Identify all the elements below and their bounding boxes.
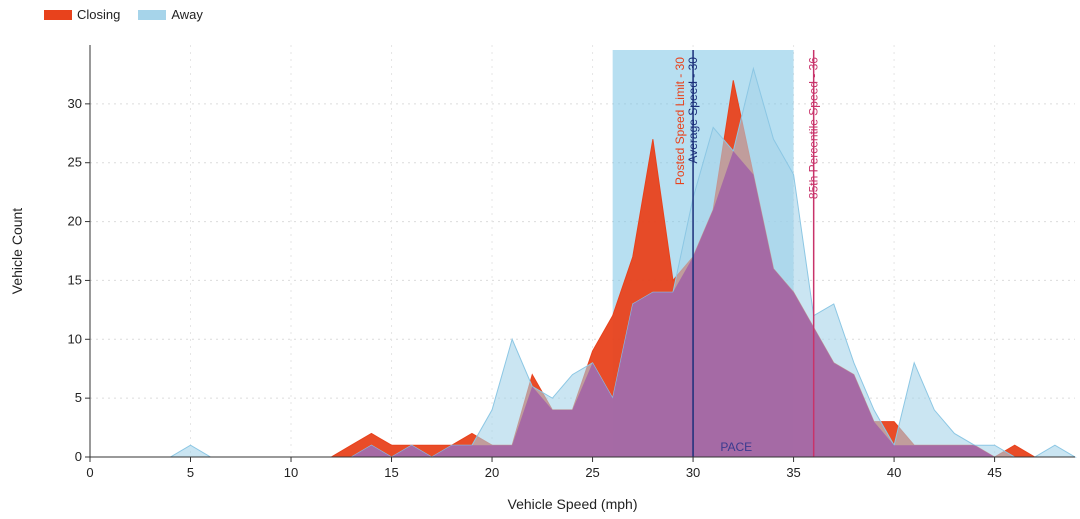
x-tick-label-30: 30: [686, 465, 700, 480]
x-tick-label-0: 0: [86, 465, 93, 480]
x-tick-label-35: 35: [786, 465, 800, 480]
y-axis-title: Vehicle Count: [9, 208, 25, 295]
y-tick-label-20: 20: [68, 214, 82, 229]
legend-label-away: Away: [171, 7, 203, 22]
x-axis-title: Vehicle Speed (mph): [508, 496, 638, 512]
y-tick-label-0: 0: [75, 449, 82, 464]
x-tick-label-25: 25: [585, 465, 599, 480]
legend-item-away[interactable]: Away: [138, 7, 203, 22]
reference-label-2: 85th Percentile Speed - 36: [807, 57, 821, 199]
pace-label: PACE: [720, 440, 752, 454]
y-tick-label-10: 10: [68, 331, 82, 346]
x-tick-label-20: 20: [485, 465, 499, 480]
x-tick-label-5: 5: [187, 465, 194, 480]
series-overlap-area: [90, 150, 1075, 457]
reference-label-1: Average Speed - 30: [686, 57, 700, 164]
chart-legend: Closing Away: [44, 7, 215, 22]
reference-label-0: Posted Speed Limit - 30: [673, 57, 687, 185]
y-tick-label-25: 25: [68, 155, 82, 170]
y-tick-label-30: 30: [68, 96, 82, 111]
legend-swatch-closing: [44, 9, 72, 20]
legend-swatch-away: [138, 9, 167, 20]
x-tick-label-10: 10: [284, 465, 298, 480]
y-tick-label-5: 5: [75, 390, 82, 405]
legend-item-closing[interactable]: Closing: [44, 7, 120, 22]
x-tick-label-15: 15: [384, 465, 398, 480]
x-tick-label-40: 40: [887, 465, 901, 480]
x-tick-label-45: 45: [987, 465, 1001, 480]
legend-label-closing: Closing: [77, 7, 121, 22]
y-tick-label-15: 15: [68, 272, 82, 287]
